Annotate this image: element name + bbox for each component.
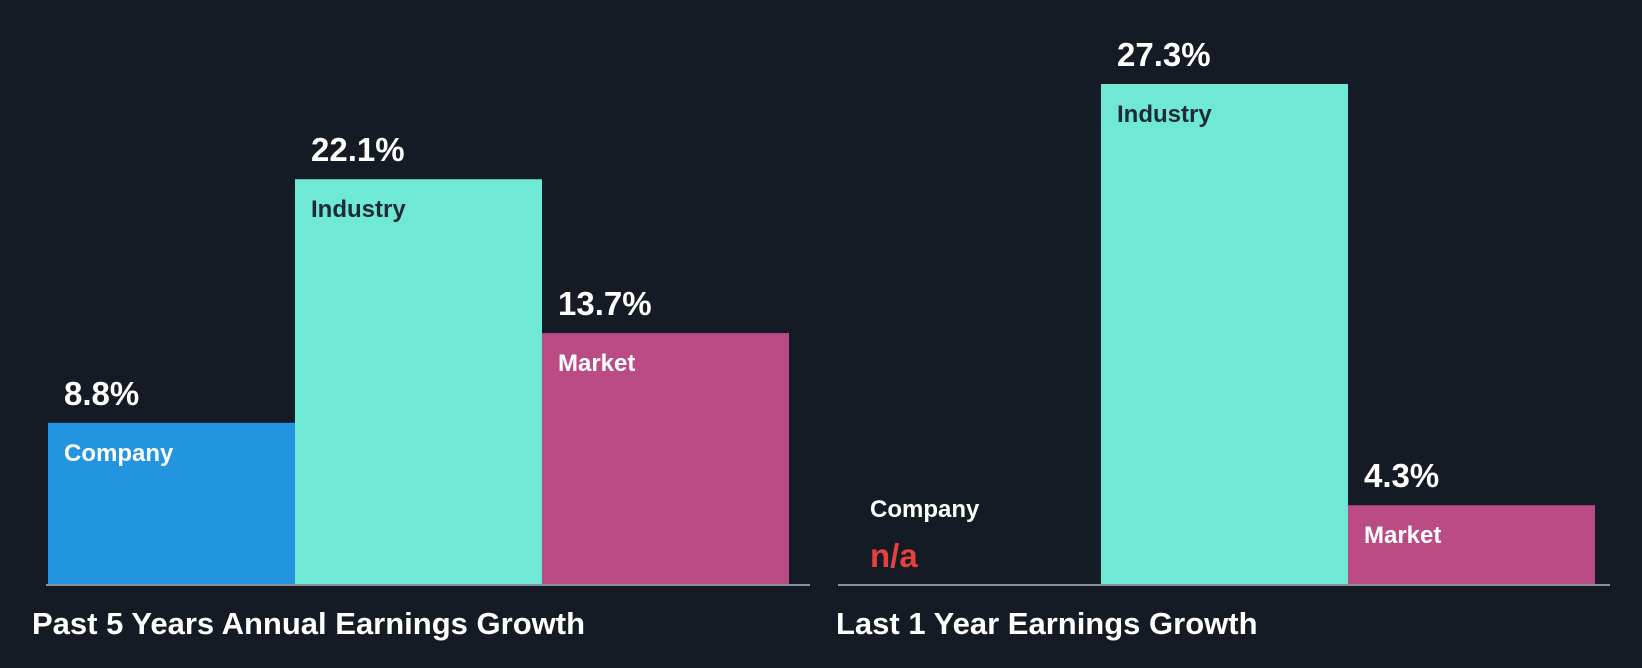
category-label-market: Market: [558, 350, 635, 377]
panel-last-1-year: Company n/a 27.3% Industry 4.3% Market Last 1…: [810, 0, 1642, 668]
value-label-industry: 27.3%: [1117, 36, 1211, 73]
category-label-company: Company: [64, 440, 174, 467]
chart-past-5-years: 8.8% Company 22.1% Industry 13.7% Market: [46, 131, 810, 586]
panel-past-5-years: 8.8% Company 22.1% Industry 13.7% Market Past…: [0, 0, 810, 668]
value-label-market: 13.7%: [558, 285, 652, 322]
chart-title-last-1-year: Last 1 Year Earnings Growth: [836, 606, 1258, 641]
category-label-company: Company: [870, 496, 980, 523]
bar-industry: [1101, 84, 1348, 584]
value-label-company: 8.8%: [64, 375, 139, 412]
chart-last-1-year: Company n/a 27.3% Industry 4.3% Market: [838, 36, 1610, 586]
bar-industry: [295, 179, 542, 584]
category-label-market: Market: [1364, 522, 1441, 549]
category-label-industry: Industry: [1117, 101, 1212, 128]
bar-market: [542, 333, 789, 584]
value-label-market: 4.3%: [1364, 457, 1439, 494]
value-label-company: n/a: [870, 537, 918, 574]
category-label-industry: Industry: [311, 196, 406, 223]
bar-company: [48, 422, 295, 584]
value-label-industry: 22.1%: [311, 131, 405, 168]
chart-title-past-5-years: Past 5 Years Annual Earnings Growth: [32, 606, 586, 641]
bar-market: [1348, 505, 1595, 584]
